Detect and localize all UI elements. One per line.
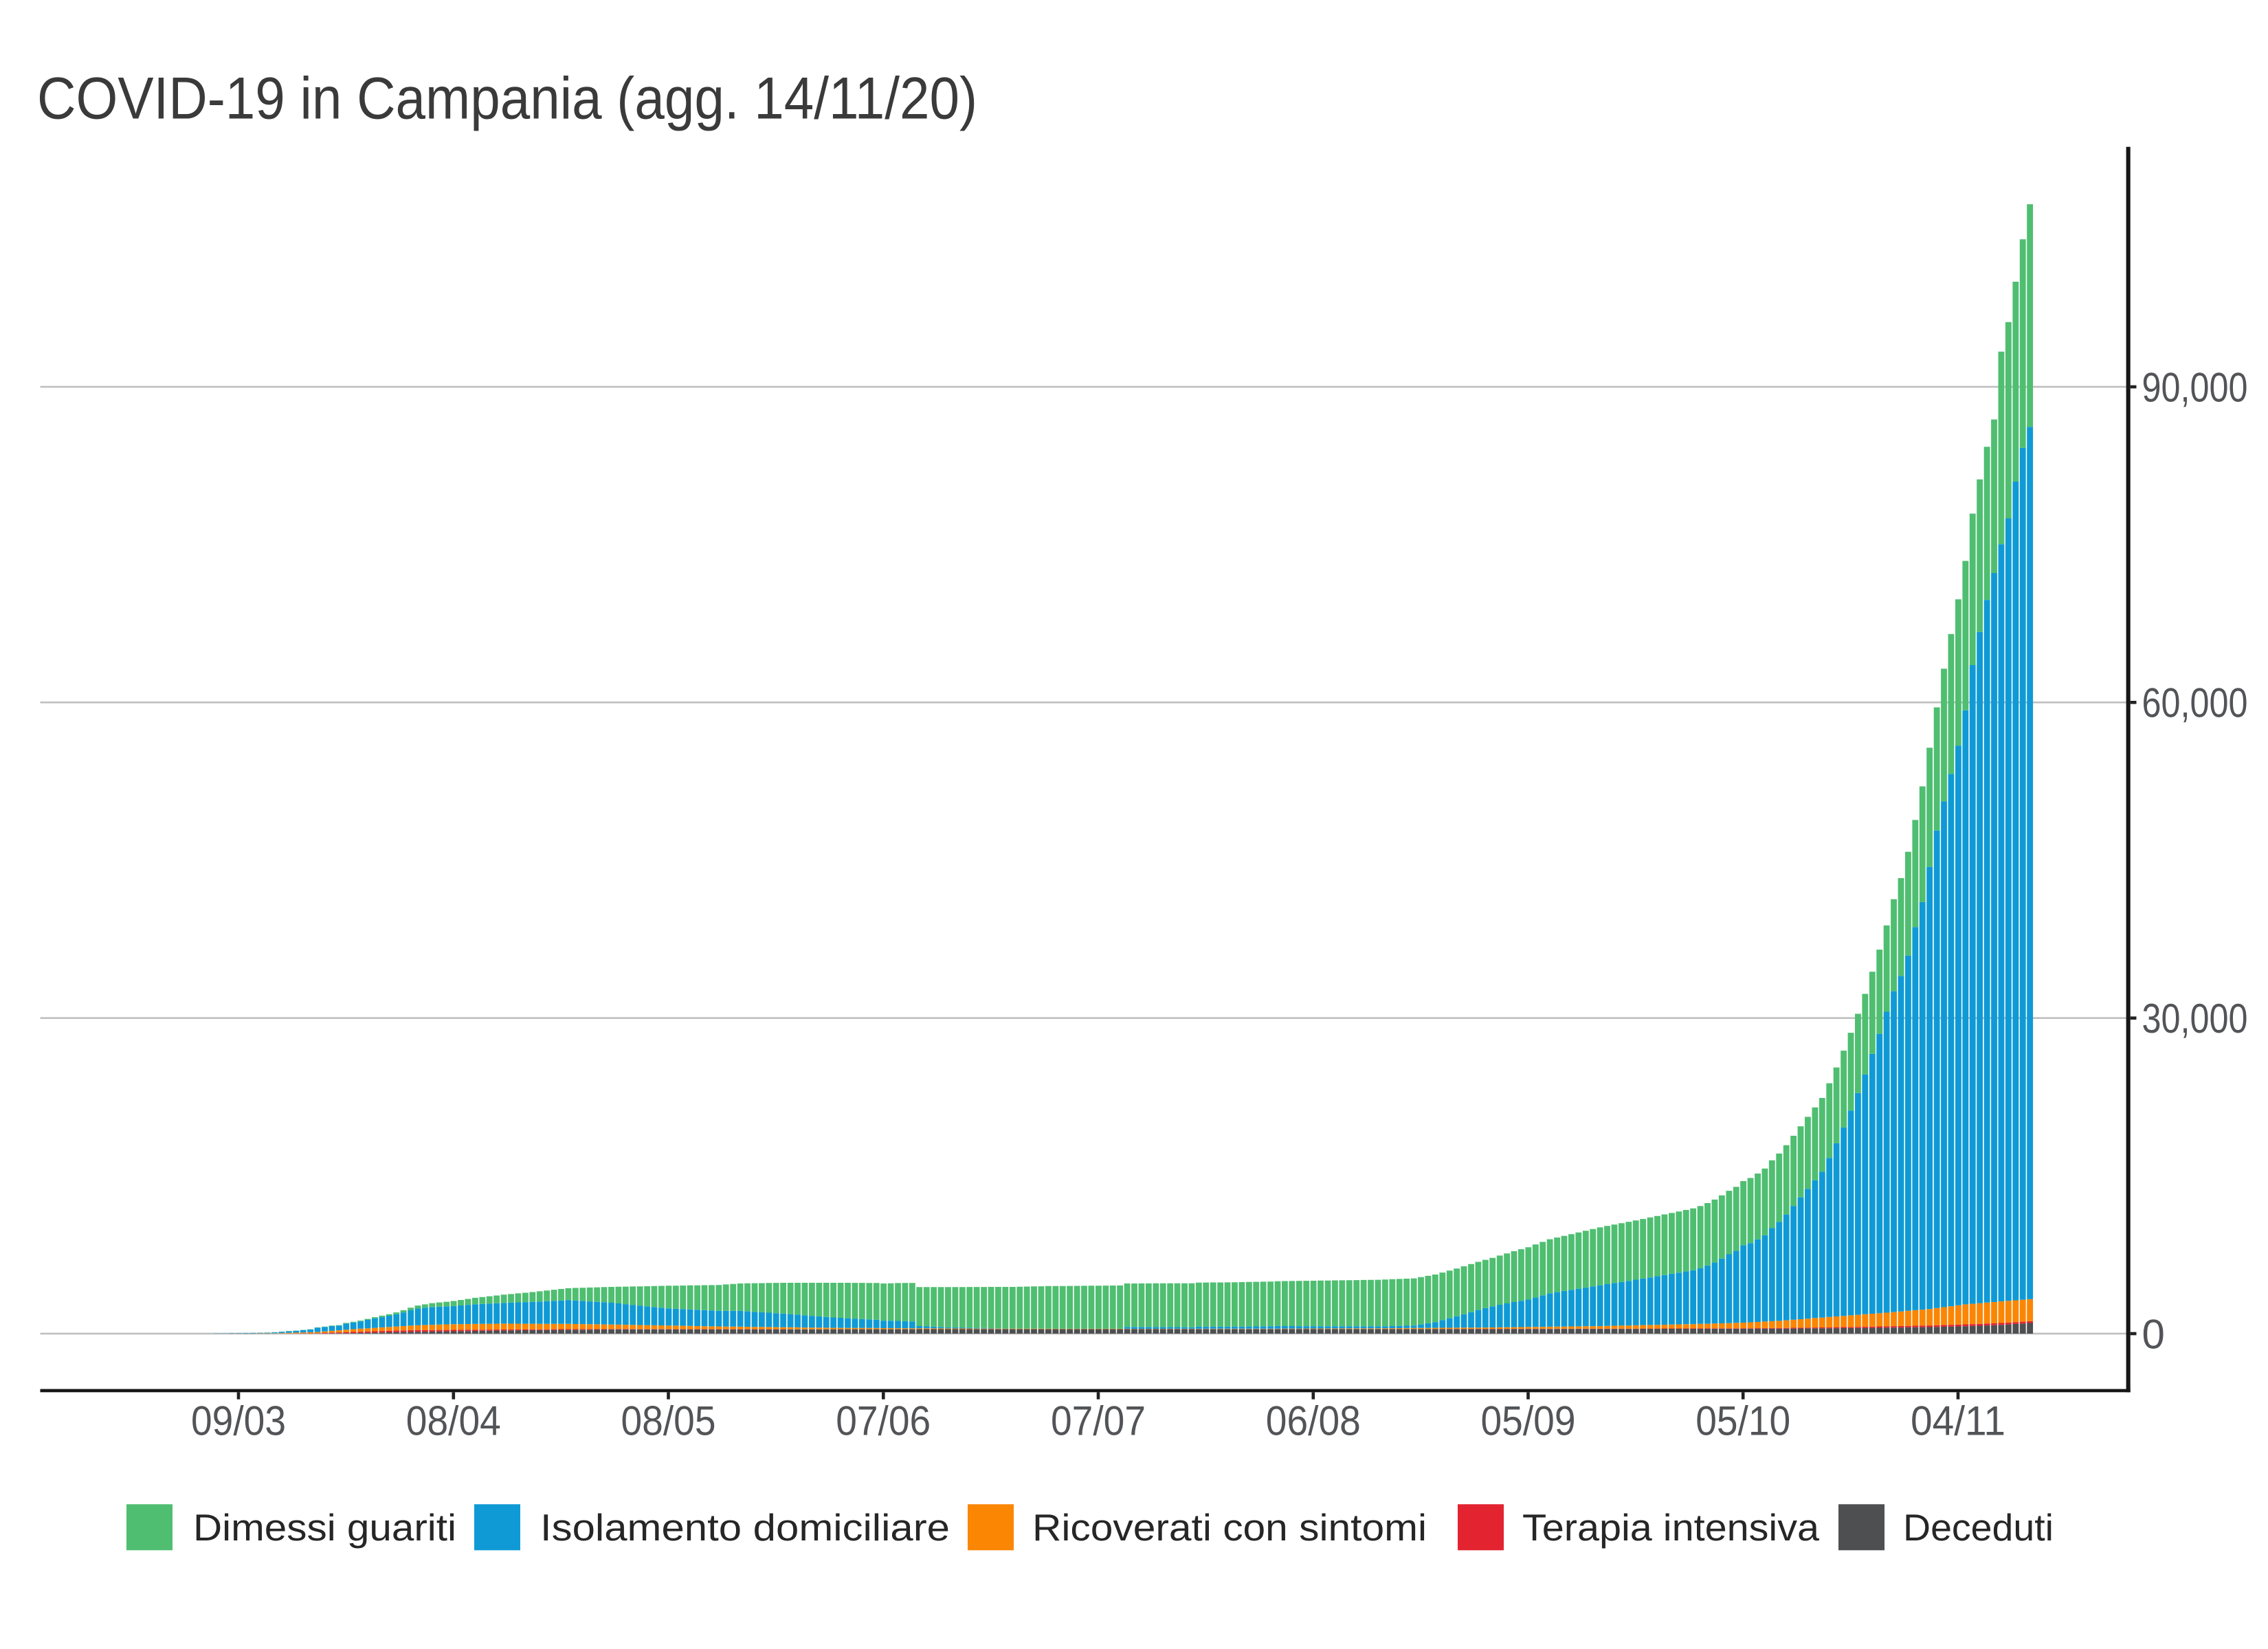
svg-text:05/09: 05/09 xyxy=(1481,1398,1576,1444)
svg-text:COVID-19 in Campania (agg. 14/: COVID-19 in Campania (agg. 14/11/20) xyxy=(37,66,977,132)
svg-text:08/05: 08/05 xyxy=(621,1398,716,1444)
svg-text:08/04: 08/04 xyxy=(406,1398,501,1444)
svg-text:Terapia intensiva: Terapia intensiva xyxy=(1522,1506,1819,1549)
svg-text:Deceduti: Deceduti xyxy=(1903,1506,2054,1549)
svg-text:05/10: 05/10 xyxy=(1696,1398,1790,1444)
svg-text:Ricoverati con sintomi: Ricoverati con sintomi xyxy=(1032,1506,1427,1549)
svg-text:90,000: 90,000 xyxy=(2142,364,2248,410)
svg-text:Isolamento domiciliare: Isolamento domiciliare xyxy=(540,1506,950,1549)
svg-text:07/06: 07/06 xyxy=(836,1398,931,1444)
svg-text:Dimessi guariti: Dimessi guariti xyxy=(193,1506,456,1549)
svg-text:30,000: 30,000 xyxy=(2142,996,2248,1042)
svg-text:06/08: 06/08 xyxy=(1266,1398,1361,1444)
svg-text:60,000: 60,000 xyxy=(2142,680,2248,726)
svg-text:0: 0 xyxy=(2142,1311,2165,1357)
svg-text:07/07: 07/07 xyxy=(1051,1398,1146,1444)
svg-text:09/03: 09/03 xyxy=(191,1398,286,1444)
svg-text:04/11: 04/11 xyxy=(1911,1398,2005,1444)
